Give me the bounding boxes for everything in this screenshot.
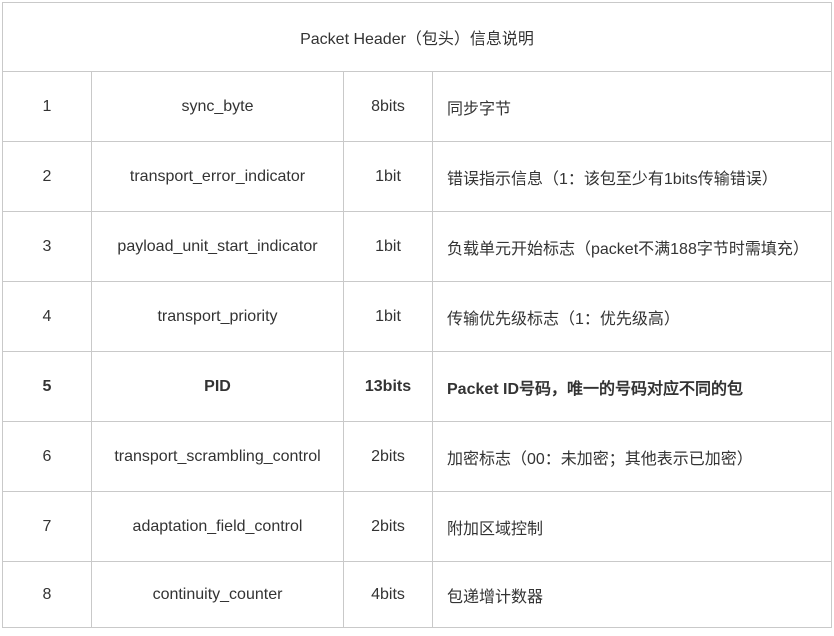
table-row: 2 transport_error_indicator 1bit 错误指示信息（…: [2, 141, 833, 212]
row-number-cell: 6: [2, 421, 92, 492]
bit-length-cell: 1bit: [343, 141, 433, 212]
field-name-cell: transport_priority: [91, 281, 344, 352]
row-number-cell: 3: [2, 211, 92, 282]
row-number-cell: 2: [2, 141, 92, 212]
field-name-cell: PID: [91, 351, 344, 422]
table-row: 3 payload_unit_start_indicator 1bit 负载单元…: [2, 211, 833, 282]
field-name-cell: continuity_counter: [91, 561, 344, 628]
description-cell: 错误指示信息（1：该包至少有1bits传输错误）: [431, 141, 833, 212]
field-name-cell: sync_byte: [91, 71, 344, 142]
table-row: 4 transport_priority 1bit 传输优先级标志（1：优先级高…: [2, 281, 833, 352]
table-row: 8 continuity_counter 4bits 包递增计数器: [2, 561, 833, 628]
field-name-cell: transport_scrambling_control: [91, 421, 344, 492]
description-cell: 包递增计数器: [431, 561, 833, 628]
description-cell: Packet ID号码，唯一的号码对应不同的包: [431, 351, 833, 422]
description-cell: 加密标志（00：未加密；其他表示已加密）: [431, 421, 833, 492]
bit-length-cell: 1bit: [343, 211, 433, 282]
table-row: 7 adaptation_field_control 2bits 附加区域控制: [2, 491, 833, 562]
table-row: 1 sync_byte 8bits 同步字节: [2, 71, 833, 142]
description-cell: 负载单元开始标志（packet不满188字节时需填充）: [431, 211, 833, 282]
description-cell: 附加区域控制: [431, 491, 833, 562]
row-number-cell: 8: [2, 561, 92, 628]
description-cell: 传输优先级标志（1：优先级高）: [431, 281, 833, 352]
title-row: Packet Header（包头）信息说明: [1, 2, 833, 72]
row-number-cell: 4: [2, 281, 92, 352]
bit-length-cell: 13bits: [343, 351, 433, 422]
bit-length-cell: 4bits: [343, 561, 433, 628]
row-number-cell: 7: [2, 491, 92, 562]
field-name-cell: payload_unit_start_indicator: [91, 211, 344, 282]
bit-length-cell: 8bits: [343, 71, 433, 142]
row-number-cell: 5: [2, 351, 92, 422]
table-title: Packet Header（包头）信息说明: [1, 2, 833, 72]
bit-length-cell: 1bit: [343, 281, 433, 352]
bit-length-cell: 2bits: [343, 491, 433, 562]
field-name-cell: adaptation_field_control: [91, 491, 344, 562]
bit-length-cell: 2bits: [343, 421, 433, 492]
table-row: 6 transport_scrambling_control 2bits 加密标…: [2, 421, 833, 492]
field-name-cell: transport_error_indicator: [91, 141, 344, 212]
table-row-pid-highlighted: 5 PID 13bits Packet ID号码，唯一的号码对应不同的包: [2, 351, 833, 422]
row-number-cell: 1: [2, 71, 92, 142]
description-cell: 同步字节: [431, 71, 833, 142]
